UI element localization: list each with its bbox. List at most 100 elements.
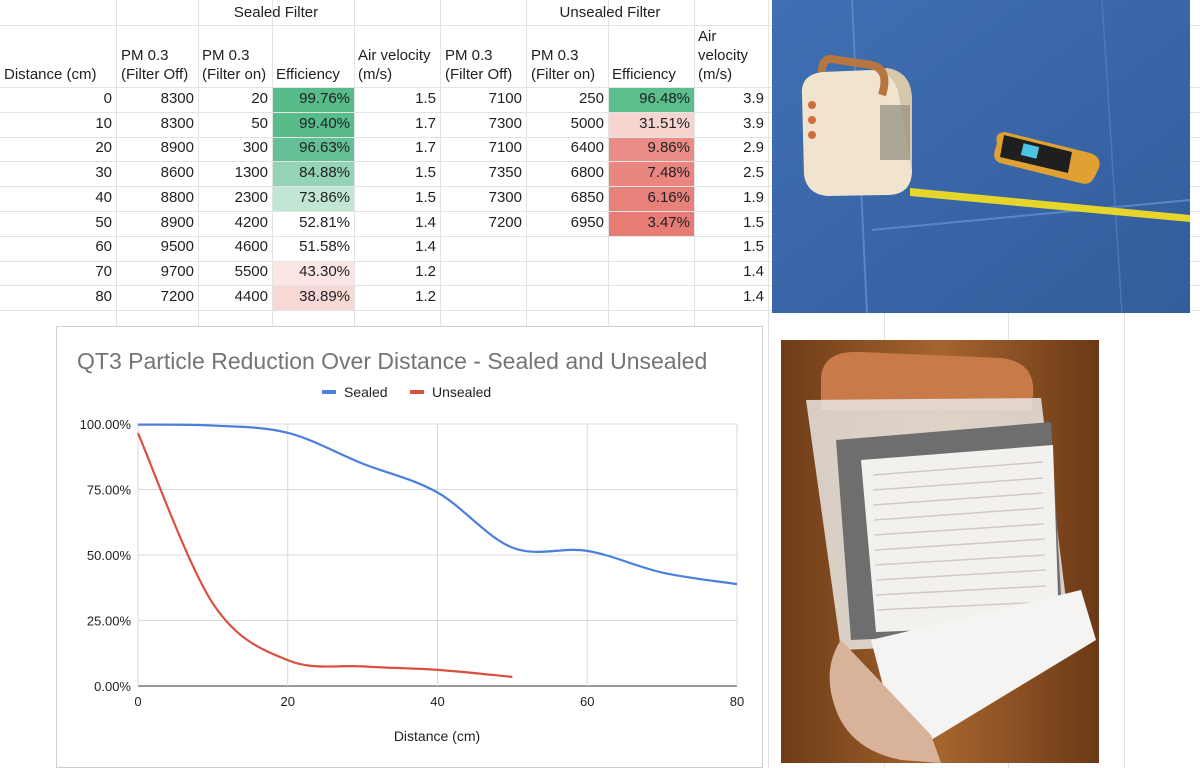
hand-filter-scene-icon [781,340,1099,763]
sealed-efficiency-cell[interactable]: 96.63% [299,139,350,156]
unsealed-air-velocity-cell[interactable]: 2.9 [743,139,764,156]
u-air-header-3: (m/s) [698,66,733,83]
sealed-pm-off-cell[interactable]: 8900 [160,139,194,156]
eff-fill [273,88,354,112]
unsealed-air-velocity-cell[interactable]: 1.4 [743,263,764,280]
sealed-pm-on-cell[interactable]: 4400 [234,288,268,305]
sealed-pm-off-cell[interactable]: 8300 [160,115,194,132]
sealed-efficiency-cell[interactable]: 52.81% [299,214,350,231]
y-tick-label: 75.00% [87,483,132,498]
unsealed-air-velocity-cell[interactable]: 2.5 [743,164,764,181]
sealed-air-velocity-cell[interactable]: 1.7 [415,139,436,156]
sealed-air-velocity-cell[interactable]: 1.2 [415,263,436,280]
u-pm-off-header-1: PM 0.3 [445,47,493,64]
unsealed-air-velocity-cell[interactable]: 3.9 [743,90,764,107]
distance-cell[interactable]: 80 [95,288,112,305]
unsealed-filter-header: Unsealed Filter [559,4,661,21]
sealed-efficiency-cell[interactable]: 51.58% [299,238,350,255]
eff-fill [273,138,354,161]
sealed-pm-off-cell[interactable]: 8300 [160,90,194,107]
unsealed-efficiency-cell[interactable]: 6.16% [647,189,690,206]
sealed-efficiency-cell[interactable]: 43.30% [299,263,350,280]
y-tick-label: 0.00% [94,679,131,694]
sealed-air-velocity-cell[interactable]: 1.7 [415,115,436,132]
u-eff-fill [609,138,694,161]
sealed-air-velocity-cell[interactable]: 1.5 [415,164,436,181]
sealed-pm-off-cell[interactable]: 9700 [160,263,194,280]
sealed-pm-on-cell[interactable]: 1300 [234,164,268,181]
chart-svg: QT3 Particle Reduction Over Distance - S… [77,348,744,744]
legend-label-unsealed: Unsealed [432,384,491,400]
sealed-filter-header: Sealed Filter [233,4,319,21]
unsealed-efficiency-cell[interactable]: 96.48% [639,90,690,107]
distance-cell[interactable]: 40 [95,189,112,206]
sealed-pm-off-cell[interactable]: 8900 [160,214,194,231]
distance-cell[interactable]: 60 [95,238,112,255]
unsealed-pm-off-cell[interactable]: 7100 [488,139,522,156]
sealed-air-velocity-cell[interactable]: 1.5 [415,189,436,206]
unsealed-air-velocity-cell[interactable]: 1.9 [743,189,764,206]
unsealed-air-velocity-cell[interactable]: 1.5 [743,214,764,231]
distance-cell[interactable]: 30 [95,164,112,181]
u-eff-fill [609,212,694,236]
unsealed-efficiency-cell[interactable]: 7.48% [647,164,690,181]
sealed-air-velocity-cell[interactable]: 1.2 [415,288,436,305]
unsealed-air-velocity-cell[interactable]: 1.5 [743,238,764,255]
sealed-pm-on-cell[interactable]: 2300 [234,189,268,206]
photo-hand-filter [781,340,1099,763]
sealed-pm-off-cell[interactable]: 9500 [160,238,194,255]
sealed-efficiency-cell[interactable]: 84.88% [299,164,350,181]
series-line-unsealed [136,432,513,679]
sealed-pm-off-cell[interactable]: 8800 [160,189,194,206]
unsealed-efficiency-cell[interactable]: 31.51% [639,115,690,132]
eff-fill [273,113,354,137]
line-chart[interactable]: QT3 Particle Reduction Over Distance - S… [56,326,763,768]
distance-cell[interactable]: 50 [95,214,112,231]
pm-off-header-1: PM 0.3 [121,47,169,64]
legend-swatch-sealed [322,390,336,394]
unsealed-pm-off-cell[interactable]: 7350 [488,164,522,181]
unsealed-pm-on-cell[interactable]: 6950 [570,214,604,231]
distance-cell[interactable]: 20 [95,139,112,156]
u-efficiency-header: Efficiency [612,66,676,83]
sealed-pm-on-cell[interactable]: 300 [242,139,268,156]
distance-cell[interactable]: 0 [103,90,112,107]
unsealed-air-velocity-cell[interactable]: 1.4 [743,288,764,305]
sealed-air-velocity-cell[interactable]: 1.4 [415,238,436,255]
unsealed-pm-on-cell[interactable]: 5000 [570,115,604,132]
sealed-pm-on-cell[interactable]: 4600 [234,238,268,255]
distance-cell[interactable]: 70 [95,263,112,280]
unsealed-pm-off-cell[interactable]: 7100 [488,90,522,107]
unsealed-pm-on-cell[interactable]: 250 [578,90,604,107]
sealed-pm-on-cell[interactable]: 4200 [234,214,268,231]
sealed-pm-on-cell[interactable]: 50 [251,115,268,132]
sealed-air-velocity-cell[interactable]: 1.4 [415,214,436,231]
unsealed-air-velocity-cell[interactable]: 3.9 [743,115,764,132]
unsealed-pm-on-cell[interactable]: 6850 [570,189,604,206]
unsealed-pm-on-cell[interactable]: 6400 [570,139,604,156]
x-tick-label: 20 [281,694,295,709]
sealed-pm-off-cell[interactable]: 8600 [160,164,194,181]
u-pm-off-header-2: (Filter Off) [445,66,513,83]
unsealed-pm-off-cell[interactable]: 7300 [488,189,522,206]
unsealed-pm-off-cell[interactable]: 7300 [488,115,522,132]
sealed-pm-on-cell[interactable]: 20 [251,90,268,107]
sealed-air-velocity-cell[interactable]: 1.5 [415,90,436,107]
sealed-efficiency-cell[interactable]: 73.86% [299,189,350,206]
sealed-efficiency-cell[interactable]: 99.40% [299,115,350,132]
unsealed-pm-off-cell[interactable]: 7200 [488,214,522,231]
unsealed-efficiency-cell[interactable]: 3.47% [647,214,690,231]
sealed-efficiency-cell[interactable]: 99.76% [299,90,350,107]
u-air-header-1: Air [698,28,717,45]
sealed-pm-off-cell[interactable]: 7200 [160,288,194,305]
sealed-pm-on-cell[interactable]: 5500 [234,263,268,280]
pm-on-header-1: PM 0.3 [202,47,250,64]
air-velocity-header-2: (m/s) [358,66,393,83]
eff-fill [273,286,354,310]
y-tick-label: 25.00% [87,614,132,629]
sealed-efficiency-cell[interactable]: 38.89% [299,288,350,305]
unsealed-pm-on-cell[interactable]: 6800 [570,164,604,181]
pm-off-header-2: (Filter Off) [121,66,189,83]
unsealed-efficiency-cell[interactable]: 9.86% [647,139,690,156]
distance-cell[interactable]: 10 [95,115,112,132]
